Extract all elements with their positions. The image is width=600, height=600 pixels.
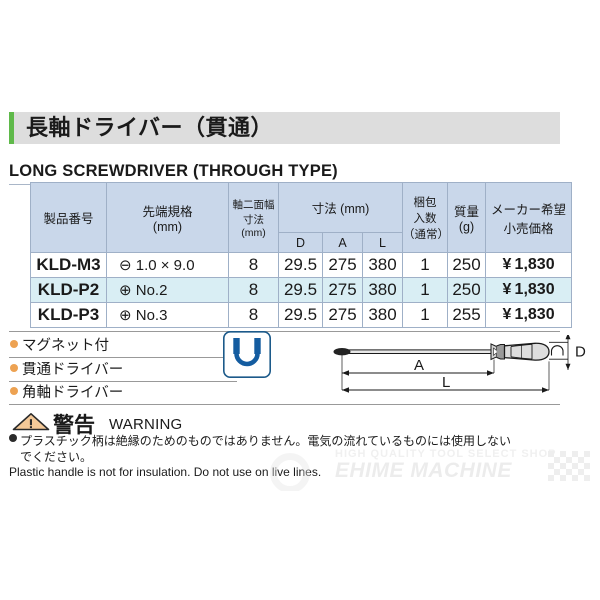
svg-text:L: L <box>442 374 450 391</box>
svg-text:D: D <box>575 344 586 361</box>
svg-text:A: A <box>414 357 424 374</box>
